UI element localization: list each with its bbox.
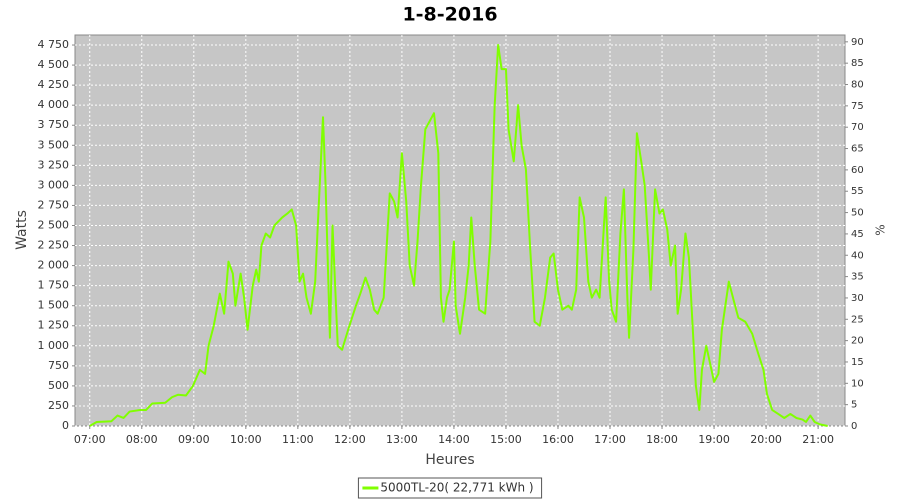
x-tick-label: 14:00: [438, 433, 470, 446]
y-tick-label: 3 750: [38, 118, 70, 131]
y2-tick-label: 45: [851, 229, 864, 240]
x-tick-label: 12:00: [334, 433, 366, 446]
y-tick-label: 1 250: [38, 319, 70, 332]
y2-tick-label: 90: [851, 37, 864, 48]
y2-tick-label: 35: [851, 272, 864, 283]
y-tick-label: 3 250: [38, 158, 70, 171]
y2-tick-label: 85: [851, 58, 864, 69]
y-tick-label: 500: [48, 379, 69, 392]
x-tick-label: 21:00: [802, 433, 834, 446]
y-tick-label: 3 000: [38, 178, 70, 191]
y-tick-label: 750: [48, 359, 69, 372]
x-tick-label: 11:00: [282, 433, 314, 446]
y2-tick-label: 65: [851, 144, 864, 155]
legend-label: 5000TL-20( 22,771 kWh ): [380, 481, 533, 495]
y-tick-label: 1 750: [38, 279, 70, 292]
x-tick-label: 16:00: [542, 433, 574, 446]
y2-tick-label: 70: [851, 122, 864, 133]
y-tick-label: 2 000: [38, 259, 70, 272]
y2-tick-label: 15: [851, 357, 864, 368]
data-line: [89, 44, 828, 427]
y2-tick-label: 30: [851, 293, 864, 304]
x-tick-label: 09:00: [178, 433, 210, 446]
y-tick-label: 1 000: [38, 339, 70, 352]
y-tick-label: 1 500: [38, 299, 70, 312]
y2-tick-label: 5: [851, 400, 857, 411]
x-tick-label: 20:00: [750, 433, 782, 446]
y2-axis-label: %: [874, 224, 888, 235]
y2-tick-label: 80: [851, 80, 864, 91]
chart-title: 1-8-2016: [402, 4, 497, 26]
y2-tick-label: 50: [851, 208, 864, 219]
y-tick-label: 0: [62, 419, 69, 432]
y-tick-label: 2 250: [38, 239, 70, 252]
y-tick-label: 250: [48, 399, 69, 412]
x-tick-label: 15:00: [490, 433, 522, 446]
y2-tick-label: 25: [851, 314, 864, 325]
x-tick-label: 08:00: [126, 433, 158, 446]
y-tick-label: 2 500: [38, 218, 70, 231]
y-tick-label: 4 000: [38, 98, 70, 111]
y-tick-label: 4 250: [38, 78, 70, 91]
y-tick-label: 4 750: [38, 38, 70, 51]
y-tick-label: 4 500: [38, 58, 70, 71]
x-tick-label: 17:00: [594, 433, 626, 446]
y2-tick-label: 55: [851, 186, 864, 197]
x-tick-label: 10:00: [230, 433, 262, 446]
y2-tick-label: 10: [851, 378, 864, 389]
y2-tick-label: 0: [851, 421, 857, 432]
x-tick-label: 18:00: [646, 433, 678, 446]
y2-tick-label: 40: [851, 250, 864, 261]
y2-tick-label: 75: [851, 101, 864, 112]
x-tick-label: 19:00: [698, 433, 730, 446]
y-tick-label: 3 500: [38, 138, 70, 151]
x-tick-label: 07:00: [74, 433, 106, 446]
y-axis-label: Watts: [14, 210, 30, 250]
x-tick-label: 13:00: [386, 433, 418, 446]
y2-tick-label: 60: [851, 165, 864, 176]
y-tick-label: 2 750: [38, 198, 70, 211]
x-axis-label: Heures: [425, 452, 474, 468]
legend-box: [357, 477, 543, 499]
plot-area: [74, 34, 846, 427]
y2-tick-label: 20: [851, 336, 864, 347]
